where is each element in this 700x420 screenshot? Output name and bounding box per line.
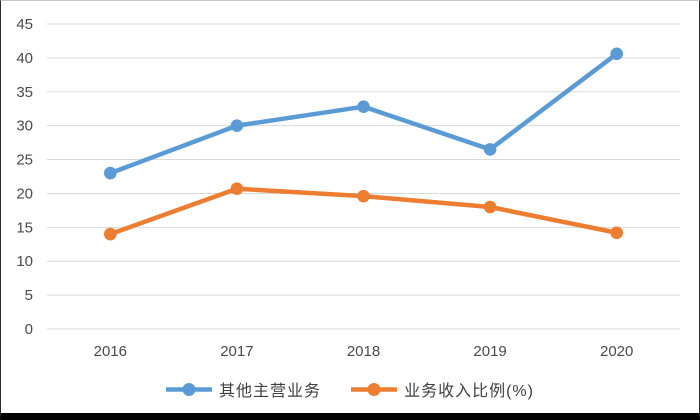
data-point-marker-0 xyxy=(483,143,497,156)
legend-label-other-main-business: 其他主营业务 xyxy=(219,383,322,400)
legend-item-revenue-ratio: 业务收入比例(%) xyxy=(351,377,534,401)
data-point-marker-0 xyxy=(104,166,117,180)
data-point-marker-1 xyxy=(483,200,497,214)
x-axis-label: 2018 xyxy=(347,343,380,360)
legend-line-marker-orange xyxy=(351,382,398,396)
data-point-marker-1 xyxy=(610,226,623,240)
x-axis-label: 2019 xyxy=(473,343,506,360)
x-axis-label: 2016 xyxy=(94,343,127,360)
series-line-0 xyxy=(108,51,619,176)
legend-label-revenue-ratio: 业务收入比例(%) xyxy=(404,383,534,400)
data-point-marker-0 xyxy=(230,119,244,132)
legend-line-marker-blue xyxy=(166,382,213,396)
legend-item-other-main-business: 其他主营业务 xyxy=(166,377,321,401)
y-tick-label: 40 xyxy=(16,50,33,67)
x-axis-label: 2020 xyxy=(600,343,633,360)
y-tick-label: 45 xyxy=(16,16,33,33)
data-point-marker-1 xyxy=(104,227,117,241)
data-point-marker-0 xyxy=(357,100,370,113)
data-point-marker-1 xyxy=(230,182,244,195)
data-point-marker-1 xyxy=(357,189,370,203)
x-axis-label: 2017 xyxy=(220,343,253,360)
y-tick-label: 10 xyxy=(16,253,33,270)
line-chart-plot-area: 0 5 10 15 20 25 30 35 40 45 2016 2017 2018 2019 2020 xyxy=(16,16,680,360)
y-tick-label: 0 xyxy=(25,321,33,338)
y-tick-label: 30 xyxy=(16,118,33,135)
y-tick-label: 5 xyxy=(25,287,33,304)
legend: 其他主营业务 业务收入比例(%) xyxy=(1,378,699,400)
y-tick-label: 35 xyxy=(16,84,33,101)
data-point-marker-0 xyxy=(610,47,623,61)
y-tick-label: 15 xyxy=(16,219,33,236)
y-tick-label: 20 xyxy=(16,185,33,202)
y-tick-label: 25 xyxy=(16,152,33,169)
